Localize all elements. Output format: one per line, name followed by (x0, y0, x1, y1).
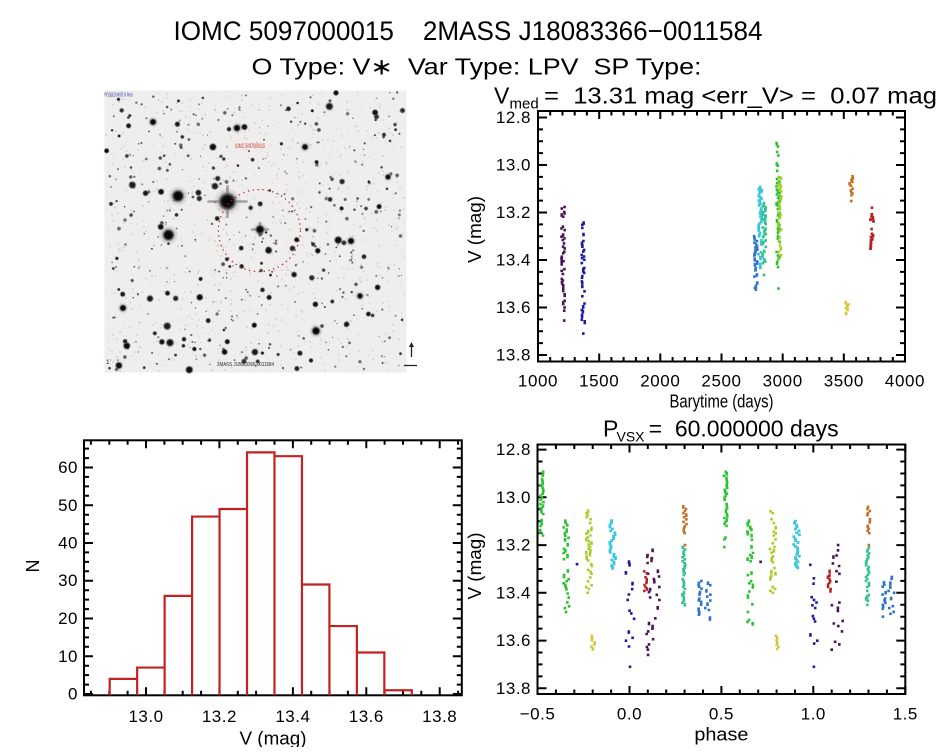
svg-text:3500: 3500 (824, 372, 864, 391)
svg-text:13.2: 13.2 (496, 203, 531, 222)
svg-text:= 60.000000 days: = 60.000000 days (649, 416, 839, 442)
svg-text:= 13.31 mag <err_V> = 0.07 m: = 13.31 mag <err_V> = 0.07 mag (544, 83, 937, 109)
svg-text:30: 30 (58, 571, 78, 590)
svg-text:P: P (603, 416, 618, 442)
svg-text:Barytime (days): Barytime (days) (670, 392, 774, 412)
svg-text:O Type: V∗ Var Type: LPV SP: O Type: V∗ Var Type: LPV SP Type: (252, 54, 702, 80)
svg-text:0: 0 (68, 685, 78, 704)
svg-text:13.8: 13.8 (496, 346, 531, 365)
svg-text:2000: 2000 (640, 372, 680, 391)
svg-text:13.6: 13.6 (496, 298, 531, 317)
svg-text:V (mag): V (mag) (240, 729, 307, 748)
svg-text:60: 60 (58, 458, 78, 477)
svg-text:N: N (23, 560, 43, 573)
svg-text:0.0: 0.0 (617, 705, 642, 724)
svg-text:POSS2/UKSTU Red: POSS2/UKSTU Red (105, 93, 133, 99)
svg-text:4000: 4000 (885, 372, 925, 391)
svg-text:1.0: 1.0 (801, 705, 826, 724)
svg-text:3000: 3000 (763, 372, 803, 391)
svg-text:13.4: 13.4 (496, 251, 531, 270)
svg-text:0.5: 0.5 (709, 705, 734, 724)
svg-text:13.2: 13.2 (202, 707, 237, 726)
svg-text:13.8: 13.8 (422, 707, 457, 726)
svg-text:40: 40 (58, 534, 78, 553)
svg-text:13.8: 13.8 (496, 679, 531, 698)
svg-text:13.4: 13.4 (496, 583, 531, 602)
svg-text:IOMC 5097000015: IOMC 5097000015 (235, 144, 265, 150)
svg-text:13.0: 13.0 (496, 488, 531, 507)
svg-text:phase: phase (694, 725, 748, 745)
svg-text:13.0: 13.0 (128, 707, 163, 726)
svg-text:2500: 2500 (701, 372, 741, 391)
svg-text:med: med (510, 96, 539, 113)
svg-text:1’: 1’ (106, 359, 112, 366)
svg-text:V (mag): V (mag) (465, 533, 485, 600)
svg-text:13.6: 13.6 (496, 631, 531, 650)
svg-text:IOMC 5097000015 2MASS J1808: IOMC 5097000015 2MASS J18083366−0011584 (174, 16, 763, 46)
svg-text:−0.5: −0.5 (520, 705, 556, 724)
svg-text:13.0: 13.0 (496, 156, 531, 175)
svg-text:20: 20 (58, 609, 78, 628)
svg-text:1.5: 1.5 (893, 705, 918, 724)
svg-text:12.8: 12.8 (496, 440, 531, 459)
svg-text:1000: 1000 (518, 372, 558, 391)
svg-text:13.4: 13.4 (275, 707, 310, 726)
svg-text:VSX: VSX (617, 429, 646, 445)
svg-text:V: V (494, 83, 510, 109)
svg-text:V (mag): V (mag) (465, 196, 485, 263)
svg-text:12.8: 12.8 (496, 108, 531, 127)
svg-text:2MASS J18083366-0011584: 2MASS J18083366-0011584 (217, 362, 274, 368)
svg-text:1500: 1500 (579, 372, 619, 391)
svg-text:50: 50 (58, 496, 78, 515)
svg-text:10: 10 (58, 647, 78, 666)
svg-text:13.2: 13.2 (496, 536, 531, 555)
svg-text:13.6: 13.6 (349, 707, 384, 726)
